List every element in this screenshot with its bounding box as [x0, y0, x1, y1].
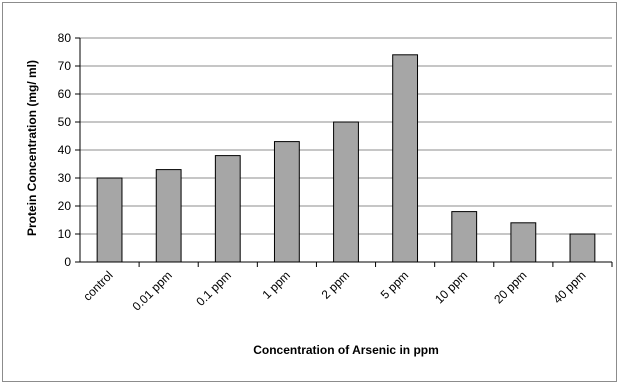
bar [451, 211, 478, 263]
bar-series [96, 54, 613, 267]
y-tick-label: 70 [58, 59, 72, 73]
y-tick-label: 80 [58, 31, 72, 45]
x-tick-label: control [80, 268, 115, 303]
y-tick-label: 20 [58, 199, 72, 213]
x-tick-label: 0.1 ppm [193, 268, 234, 309]
bar [155, 169, 182, 263]
bar [273, 141, 300, 263]
bar [214, 155, 241, 263]
bar [96, 177, 123, 263]
x-axis-title: Concentration of Arsenic in ppm [253, 343, 439, 357]
y-axis-title: Protein Concentration (mg/ ml) [25, 60, 39, 236]
y-tick-label: 10 [58, 227, 72, 241]
bar [569, 233, 596, 263]
x-tick-label: 2 ppm [319, 268, 352, 301]
bar [392, 54, 419, 263]
y-axis-tick-labels: 0 10 20 30 40 50 60 70 80 [58, 31, 72, 269]
x-tick-label: 40 ppm [550, 268, 588, 306]
y-tick-label: 30 [58, 171, 72, 185]
y-tick-label: 0 [64, 255, 71, 269]
y-tick-label: 40 [58, 143, 72, 157]
x-axis-tick-labels: control 0.01 ppm 0.1 ppm 1 ppm 2 ppm 5 ppm 10 … [80, 268, 588, 313]
x-tick-label: 20 ppm [491, 268, 529, 306]
bar [333, 121, 359, 263]
bar [510, 222, 537, 263]
x-tick-label: 10 ppm [432, 268, 470, 306]
x-tick-label: 0.01 ppm [130, 268, 175, 313]
y-tick-label: 50 [58, 115, 72, 129]
x-tick-label: 5 ppm [378, 268, 411, 301]
y-tick-label: 60 [58, 87, 72, 101]
x-tick-label: 1 ppm [260, 268, 293, 301]
